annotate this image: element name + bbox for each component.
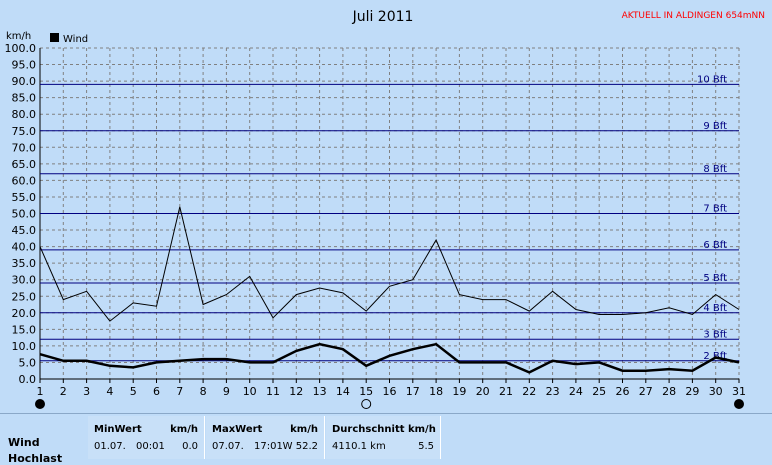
max-title: MaxWert <box>212 424 263 435</box>
y-tick-label: 80.0 <box>12 108 37 121</box>
y-tick-label: 55.0 <box>12 191 37 204</box>
y-axis-unit: km/h <box>6 31 31 42</box>
min-title: MinWert <box>94 424 142 435</box>
stats-row-label-next: Hochlast <box>8 452 63 465</box>
x-tick-label: 22 <box>522 385 536 398</box>
beaufort-label: 6 Bft <box>703 240 727 251</box>
y-tick-label: 0.0 <box>19 373 37 386</box>
x-tick-label: 6 <box>153 385 160 398</box>
x-tick-label: 7 <box>176 385 183 398</box>
x-tick-label: 25 <box>592 385 606 398</box>
avg-title: Durchschnitt km/h <box>332 424 436 435</box>
x-tick-label: 27 <box>639 385 653 398</box>
min-unit: km/h <box>170 424 198 435</box>
y-tick-label: 60.0 <box>12 174 37 187</box>
y-tick-label: 70.0 <box>12 141 37 154</box>
x-tick-label: 23 <box>546 385 560 398</box>
x-tick-label: 4 <box>106 385 113 398</box>
x-tick-label: 8 <box>200 385 207 398</box>
stats-panel: MinWert km/h 01.07. 00:01 0.0 MaxWert km… <box>0 413 772 459</box>
y-tick-label: 5.0 <box>19 356 37 369</box>
beaufort-label: 8 Bft <box>703 164 727 175</box>
avg-cell: Durchschnitt km/h 4110.1 km 5.5 <box>326 416 441 459</box>
y-tick-label: 95.0 <box>12 59 37 72</box>
max-date: 07.07. <box>212 441 244 452</box>
x-tick-label: 16 <box>383 385 397 398</box>
y-tick-label: 50.0 <box>12 208 37 221</box>
min-time: 00:01 <box>136 441 165 452</box>
x-tick-label: 18 <box>429 385 443 398</box>
x-tick-label: 17 <box>406 385 420 398</box>
x-tick-label: 26 <box>616 385 630 398</box>
series-line-wind <box>39 342 740 374</box>
stats-row-label: Wind <box>8 436 40 449</box>
x-tick-label: 19 <box>452 385 466 398</box>
min-date: 01.07. <box>94 441 126 452</box>
beaufort-label: 3 Bft <box>703 329 727 340</box>
plot-area: 0.0 5.0 10.0 15.0 20.0 25.0 30.0 35.0 40.0 45.0 50… <box>5 42 746 409</box>
y-tick-label: 20.0 <box>12 307 37 320</box>
y-tick-label: 90.0 <box>12 75 37 88</box>
y-tick-label: 35.0 <box>12 257 37 270</box>
y-tick-label: 10.0 <box>12 340 37 353</box>
beaufort-label: 7 Bft <box>703 204 727 215</box>
x-tick-label: 29 <box>685 385 699 398</box>
full-moon-icon <box>361 399 372 409</box>
x-tick-label: 3 <box>83 385 90 398</box>
chart-title: Juli 2011 <box>352 9 414 25</box>
x-tick-label: 28 <box>662 385 676 398</box>
x-tick-label: 5 <box>130 385 137 398</box>
min-value: 0.0 <box>182 441 198 452</box>
avg-value: 5.5 <box>418 441 434 452</box>
y-tick-label: 65.0 <box>12 158 37 171</box>
y-tick-label: 100.0 <box>5 42 37 55</box>
legend-label: Wind <box>63 34 88 45</box>
x-tick-label: 15 <box>359 385 373 398</box>
x-tick-label: 14 <box>336 385 350 398</box>
max-cell: MaxWert km/h 07.07. 17:01 W 52.2 <box>206 416 325 459</box>
y-tick-label: 30.0 <box>12 274 37 287</box>
max-value: W 52.2 <box>282 441 318 452</box>
beaufort-label: 4 Bft <box>703 303 727 314</box>
new-moon-icon <box>35 399 45 409</box>
station-label: AKTUELL IN ALDINGEN 654mNN <box>622 11 765 21</box>
beaufort-label: 5 Bft <box>703 273 727 284</box>
x-tick-label: 13 <box>313 385 327 398</box>
x-tick-label: 11 <box>266 385 280 398</box>
x-tick-label: 10 <box>243 385 257 398</box>
max-unit: km/h <box>290 424 318 435</box>
beaufort-label: 9 Bft <box>703 121 727 132</box>
series-line-gust <box>39 206 740 322</box>
x-tick-label: 24 <box>569 385 583 398</box>
x-tick-label: 30 <box>709 385 723 398</box>
legend-swatch <box>50 33 59 42</box>
max-time: 17:01 <box>254 441 283 452</box>
min-cell: MinWert km/h 01.07. 00:01 0.0 <box>88 416 205 459</box>
x-tick-label: 2 <box>60 385 67 398</box>
beaufort-label: 2 Bft <box>703 351 727 362</box>
y-tick-label: 25.0 <box>12 290 37 303</box>
x-tick-label: 9 <box>223 385 230 398</box>
x-tick-label: 31 <box>732 385 746 398</box>
wind-chart: Juli 2011 AKTUELL IN ALDINGEN 654mNN km/… <box>5 9 765 409</box>
x-tick-label: 12 <box>289 385 303 398</box>
new-moon-icon <box>734 399 744 409</box>
y-tick-label: 75.0 <box>12 125 37 138</box>
x-tick-label: 21 <box>499 385 513 398</box>
y-tick-label: 15.0 <box>12 323 37 336</box>
x-tick-label: 1 <box>37 385 44 398</box>
y-tick-label: 85.0 <box>12 92 37 105</box>
x-tick-label: 20 <box>476 385 490 398</box>
y-tick-label: 45.0 <box>12 224 37 237</box>
avg-distance: 4110.1 km <box>332 441 386 452</box>
y-tick-label: 40.0 <box>12 241 37 254</box>
beaufort-label: 10 Bft <box>697 74 727 85</box>
